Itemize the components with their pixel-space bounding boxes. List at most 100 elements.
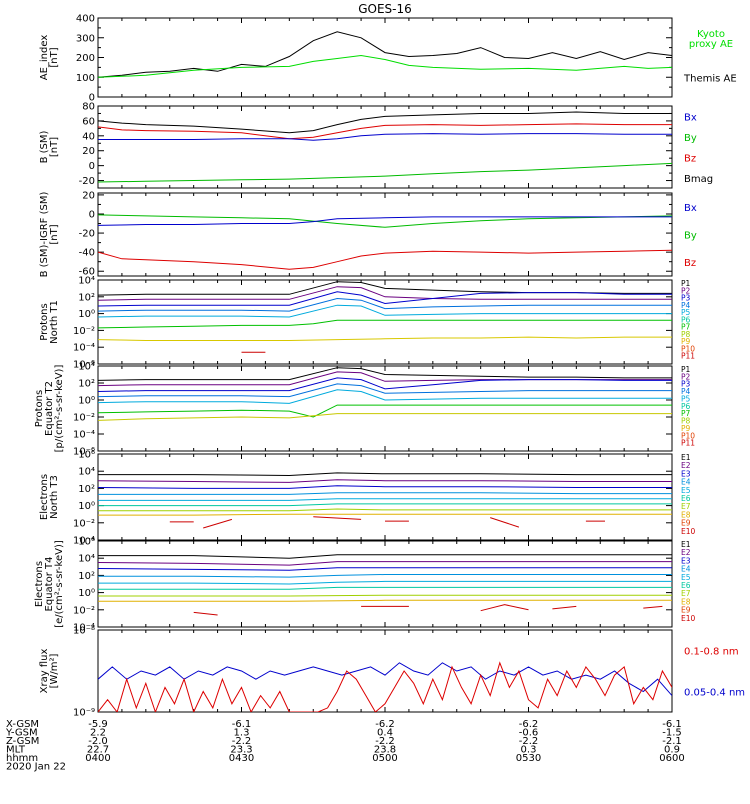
footer-value: -5.9 [88,719,108,730]
series-pequator-p4 [98,383,672,398]
series-eequator-e9a [193,611,218,616]
y-tick-label: 10⁰ [78,309,95,320]
y-axis-label: [e/(cm²-s-sr-keV)] [54,540,65,628]
series-ae-kyoto-proxy-ae [98,54,672,78]
y-axis-label: Xray flux [39,649,50,694]
channel-label: E3 [681,556,691,565]
series-enorth-e9e [490,517,520,528]
footer-row-label: Z-GSM [6,736,39,747]
channel-label: E2 [681,461,691,470]
y-axis-label: North T1 [49,300,60,344]
series-bdiff-by [98,214,672,228]
channel-label: P9 [681,424,691,433]
y-tick-label: 10⁻⁴ [73,536,95,547]
channel-label: E5 [681,573,691,582]
channel-label: E1 [681,453,691,462]
y-tick-label: 20 [82,190,95,201]
series-eequator-e6 [98,586,672,590]
y-axis-label: [W/m²] [49,653,60,688]
legend-label: 0.1-0.8 nm [684,647,739,658]
channel-label: P6 [681,402,691,411]
channel-label: P4 [681,301,691,310]
channel-label: E6 [681,581,691,590]
footer-value: 0430 [229,753,254,764]
footer-row-label: MLT [6,745,26,756]
footer-value: -2.2 [232,736,252,747]
series-bsm-by [98,162,672,183]
channel-label: E9 [681,606,691,615]
y-axis-label: [p/(cm²-s-sr-keV)] [54,365,65,453]
y-axis-label: Protons [39,303,50,340]
y-tick-label: 10⁻² [73,518,95,529]
series-eequator-e9d [552,605,577,610]
series-bdiff-bz [98,249,672,270]
series-pnorth-p5 [98,304,672,318]
y-axis-label: North T3 [49,475,60,519]
legend-label: Bx [684,112,697,123]
footer-value: -6.2 [519,719,539,730]
y-tick-label: 10² [78,292,95,303]
y-tick-label: 10⁶ [78,450,95,461]
chart-title: GOES-16 [358,2,412,16]
y-axis-label: Electrons [39,474,50,520]
y-tick-label: 20 [82,146,95,157]
series-bsm-bz [98,123,672,140]
channel-label: E9 [681,519,691,528]
series-pnorth-p8 [98,336,672,341]
footer-value: 0530 [516,753,541,764]
y-tick-label: 10⁻² [73,413,95,424]
series-eequator-e9c [480,604,529,612]
footer-value: -6.2 [375,719,395,730]
channel-label: P4 [681,387,691,396]
channel-label: P3 [681,294,691,303]
footer-value: 0400 [85,753,110,764]
series-eequator-e3 [98,567,672,571]
channel-label: P1 [681,279,691,288]
footer-row-label: X-GSM [6,719,39,730]
y-tick-label: 10⁴ [78,276,95,287]
series-eequator-e2 [98,561,672,566]
series-pequator-p1 [98,367,672,381]
channel-label: E4 [681,478,691,487]
footer-date: 2020 Jan 22 [6,762,66,773]
footer-value: -2.2 [375,736,395,747]
y-tick-label: 10⁻⁸ [73,626,95,637]
channel-label: P1 [681,365,691,374]
panel-frame-pequator [97,365,673,452]
channel-label: P7 [681,323,691,332]
series-enorth-e8 [98,513,672,516]
footer-value: 0.4 [377,728,393,739]
series-eequator-e9e [643,605,663,609]
channel-label: E4 [681,565,691,574]
footer-value: 2.2 [90,728,106,739]
series-pequator-p6 [98,404,672,418]
channel-label: E6 [681,494,691,503]
channel-label: P7 [681,409,691,418]
y-tick-label: -60 [79,267,95,278]
channel-label: P8 [681,330,691,339]
footer-value: -2.1 [662,736,682,747]
footer-row-label: hhmm [6,753,38,764]
series-eequator-e8 [98,599,672,602]
channel-label: P11 [681,352,695,361]
y-tick-label: 0 [89,93,95,104]
channel-label: E2 [681,548,691,557]
series-pnorth-p4 [98,297,672,312]
channel-label: P10 [681,344,695,353]
y-tick-label: 10⁰ [78,501,95,512]
channel-label: E3 [681,469,691,478]
footer-value: -0.6 [519,728,539,739]
channel-label: P6 [681,315,691,324]
series-pnorth-p6 [98,319,672,329]
panel-frame-ae [97,17,673,98]
channel-label: P5 [681,308,691,317]
y-tick-label: 10⁰ [78,588,95,599]
y-tick-label: -40 [79,248,95,259]
y-axis-label: [nT] [49,224,60,244]
legend-label: Bz [684,153,696,164]
series-pequator-p5 [98,389,672,404]
y-tick-label: 10⁴ [78,554,95,565]
footer-value: 23.3 [230,745,252,756]
series-bsm-bmag [98,111,672,134]
